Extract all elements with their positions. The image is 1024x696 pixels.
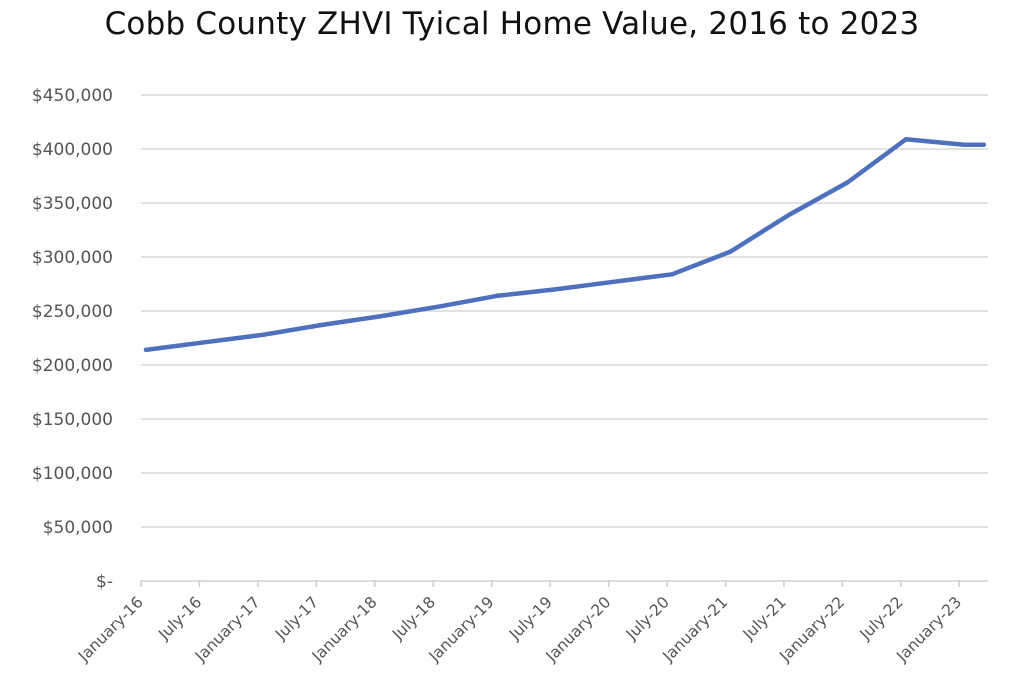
data-point xyxy=(903,137,909,142)
data-point xyxy=(786,212,792,218)
y-tick-label: $150,000 xyxy=(32,410,113,430)
y-tick-label: $350,000 xyxy=(32,194,113,214)
x-tick-label: January-16 xyxy=(74,593,147,666)
chart-title: Cobb County ZHVI Tyical Home Value, 2016… xyxy=(104,6,920,42)
y-tick-label: $100,000 xyxy=(32,464,113,484)
y-tick-label: $50,000 xyxy=(43,518,113,538)
data-point xyxy=(202,340,207,345)
data-point xyxy=(319,322,324,328)
x-tick-label: July-19 xyxy=(505,593,556,644)
y-tick-label: $200,000 xyxy=(32,356,113,376)
data-point xyxy=(845,180,850,185)
x-tick-label: July-21 xyxy=(739,593,790,644)
data-point xyxy=(611,279,616,285)
series-line xyxy=(143,137,987,353)
data-point xyxy=(143,347,149,353)
data-point xyxy=(962,142,967,147)
y-tick-label: $250,000 xyxy=(32,302,113,322)
y-tick-label: $400,000 xyxy=(32,140,113,160)
x-tick-label: July-18 xyxy=(388,593,439,644)
x-tick-label: July-20 xyxy=(622,593,673,644)
data-point xyxy=(669,272,675,277)
data-point xyxy=(981,142,986,147)
data-point xyxy=(436,304,441,309)
x-tick-label: July-16 xyxy=(154,593,205,644)
y-tick-label: $450,000 xyxy=(32,86,113,106)
x-tick-label: July-22 xyxy=(856,593,907,644)
data-point xyxy=(260,332,266,337)
x-tick-label: July-17 xyxy=(271,593,322,644)
y-tick-label: $- xyxy=(96,572,113,592)
y-tick-label: $300,000 xyxy=(32,248,113,268)
data-point xyxy=(494,293,499,299)
data-point xyxy=(728,249,733,254)
data-point xyxy=(377,314,382,319)
data-point xyxy=(552,287,558,292)
